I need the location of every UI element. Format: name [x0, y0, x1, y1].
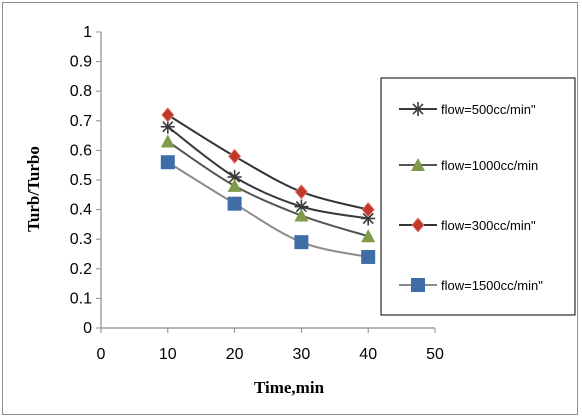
y-tick-label: 0.1	[70, 290, 92, 307]
x-tick-label: 30	[293, 346, 311, 363]
data-point	[160, 155, 175, 170]
data-point	[361, 201, 375, 218]
data-point	[361, 249, 376, 264]
legend-box	[380, 77, 576, 316]
data-point	[361, 211, 376, 226]
legend: flow=500cc/min" flow=1000cc/min flow=300cc…	[399, 102, 543, 293]
x-tick-label: 40	[359, 346, 377, 363]
y-tick-label: 0	[83, 320, 92, 337]
legend-label: flow=1500cc/min"	[441, 278, 543, 293]
y-tick-label: 0.3	[70, 231, 92, 248]
data-point	[361, 229, 376, 243]
line-chart: 00.10.20.30.40.50.60.70.80.910 10 20 30 40 50…	[24, 24, 576, 397]
y-tick-label: 0.8	[70, 83, 92, 100]
data-point	[227, 196, 242, 211]
data-point	[228, 148, 242, 164]
y-tick-label: 0.6	[70, 142, 92, 159]
y-tick-label: 0.5	[70, 172, 92, 189]
data-point	[161, 107, 175, 123]
x-tick-label: 50	[426, 346, 444, 363]
data-point	[294, 199, 309, 214]
y-axis-title: Turb/Turbo	[24, 146, 43, 232]
series-line	[167, 161, 369, 258]
data-point	[160, 134, 175, 148]
y-tick-label: 1	[83, 24, 92, 41]
legend-marker	[411, 217, 425, 233]
ticks: 00.10.20.30.40.50.60.70.80.910 10 20 30 40 50	[70, 24, 444, 363]
data-point	[227, 178, 242, 192]
legend-marker	[411, 158, 425, 171]
series-line	[167, 140, 369, 238]
x-tick-label: 0	[97, 346, 106, 363]
legend-label: flow=300cc/min"	[441, 218, 536, 233]
data-point	[294, 184, 308, 200]
legend-label: flow=1000cc/min	[441, 158, 538, 173]
chart-frame: 0 0.1 0.2 0.3 0.4 0.5 0.6 0.7 0.8 0.9 1 0 10 20 30 40 50…	[2, 2, 578, 415]
series-markers	[160, 107, 376, 264]
x-tick-label: 20	[226, 346, 244, 363]
y-tick-label: 0.9	[70, 54, 92, 71]
y-tick-label: 0.2	[70, 261, 92, 278]
data-point	[294, 208, 309, 222]
y-tick-label: 0.7	[70, 113, 92, 130]
y-tick-label: 0.4	[70, 202, 92, 219]
x-tick-label: 10	[159, 346, 177, 363]
legend-label: flow=500cc/min"	[441, 102, 536, 117]
x-axis-title: Time,min	[254, 378, 325, 397]
data-point	[294, 235, 309, 250]
series-line	[167, 114, 369, 211]
series-line	[167, 125, 369, 220]
series-lines	[167, 114, 369, 258]
legend-marker	[411, 102, 425, 116]
legend-marker	[411, 278, 425, 292]
